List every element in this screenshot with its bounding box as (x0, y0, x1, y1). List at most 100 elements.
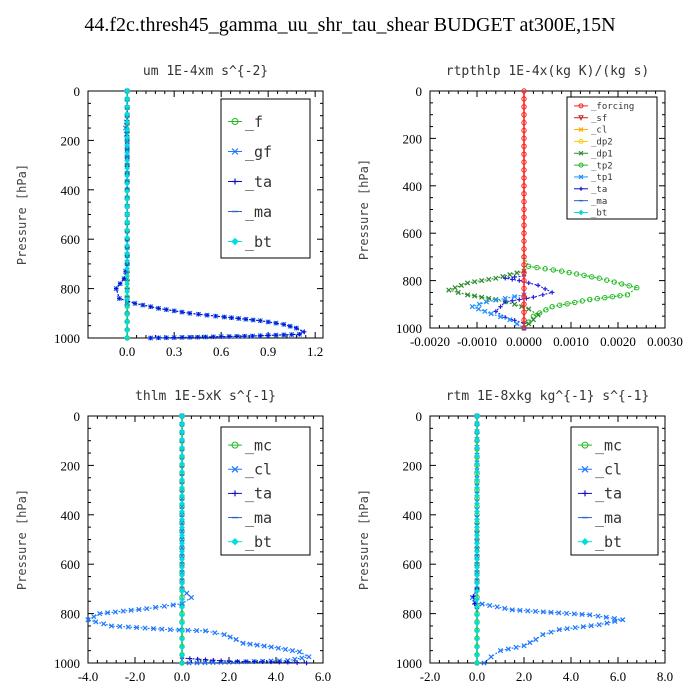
data-point (503, 299, 508, 305)
data-point (531, 294, 536, 300)
data-point (521, 151, 527, 157)
data-point (587, 296, 593, 303)
data-point (563, 610, 570, 616)
data-point (464, 280, 471, 286)
chart-panel: rtpthlp 1E-4x(kg K)/(kg s) Pressure [hPa]… (357, 64, 683, 349)
data-point (156, 335, 161, 341)
data-point (277, 659, 282, 665)
data-point (596, 622, 602, 628)
legend-label: _bt (591, 209, 607, 219)
data-point (510, 298, 515, 303)
data-point (481, 660, 487, 666)
data-point (167, 627, 173, 633)
data-point (152, 604, 159, 611)
data-point (132, 301, 138, 306)
x-tick-label: 8.0 (657, 669, 673, 684)
data-point (204, 312, 210, 318)
data-point (297, 332, 302, 337)
data-point (282, 646, 289, 653)
data-point (179, 503, 185, 510)
series-cl (85, 413, 312, 666)
data-point (479, 277, 485, 284)
data-point (471, 594, 476, 599)
data-point (556, 627, 562, 633)
data-point (124, 157, 131, 164)
legend-label: _ta (595, 485, 622, 503)
data-point (140, 302, 146, 308)
data-point (179, 572, 185, 579)
data-point (474, 652, 480, 658)
data-point (148, 304, 153, 309)
data-point (634, 285, 640, 291)
data-point (452, 285, 458, 291)
data-point (474, 580, 480, 587)
data-point (124, 134, 131, 141)
data-point (91, 614, 97, 620)
legend-label: _cl (245, 461, 272, 479)
data-point (242, 333, 247, 339)
data-point (203, 334, 208, 340)
data-point (521, 230, 527, 236)
data-point (179, 468, 185, 475)
data-point (179, 452, 185, 459)
data-point (285, 660, 290, 665)
data-point (521, 285, 527, 292)
data-point (482, 308, 488, 315)
y-tick-label: 0 (74, 84, 81, 99)
data-point (511, 301, 518, 307)
legend-marker (578, 138, 584, 144)
data-point (179, 413, 185, 419)
data-point (521, 254, 527, 260)
data-point (540, 631, 546, 638)
data-point (124, 88, 131, 94)
legend-label: _ma (591, 197, 607, 207)
data-point (226, 334, 232, 339)
data-point (236, 316, 241, 321)
data-point (265, 319, 271, 325)
data-point (179, 540, 185, 547)
data-point (112, 609, 119, 615)
data-point (458, 282, 464, 288)
data-point (124, 188, 131, 195)
legend-marker (578, 127, 584, 132)
data-point (179, 580, 185, 587)
data-point (142, 625, 148, 631)
data-point (564, 626, 570, 632)
data-point (474, 620, 480, 627)
data-point (525, 608, 531, 614)
legend-label: _sf (591, 114, 607, 124)
data-point (124, 288, 131, 295)
data-point (479, 294, 485, 300)
data-point (117, 281, 123, 286)
x-tick-label: 0.6 (213, 344, 230, 359)
data-point (179, 421, 185, 427)
data-point (275, 645, 281, 651)
series-line (471, 416, 623, 664)
data-point (483, 299, 490, 305)
x-tick-label: 0.0020 (600, 334, 636, 349)
data-point (134, 624, 140, 631)
data-point (250, 333, 255, 339)
data-point (521, 238, 527, 244)
data-point (202, 628, 209, 634)
data-point (261, 643, 267, 649)
data-point (619, 281, 625, 287)
data-point (187, 656, 193, 661)
data-point (108, 623, 115, 629)
data-point (234, 334, 240, 339)
data-point (548, 629, 554, 635)
y-tick-label: 200 (61, 458, 81, 473)
data-point (179, 548, 185, 555)
x-tick-label: 0.0 (469, 669, 485, 684)
data-point (268, 659, 274, 665)
y-tick-label: 800 (61, 607, 81, 622)
data-point (150, 625, 157, 632)
data-point (101, 621, 107, 627)
data-point (124, 250, 131, 257)
data-point (226, 659, 232, 664)
data-point (474, 588, 480, 595)
legend-label: _dp2 (591, 138, 613, 148)
y-axis-label: Pressure [hPa] (15, 164, 29, 265)
y-tick-label: 0 (74, 409, 81, 424)
